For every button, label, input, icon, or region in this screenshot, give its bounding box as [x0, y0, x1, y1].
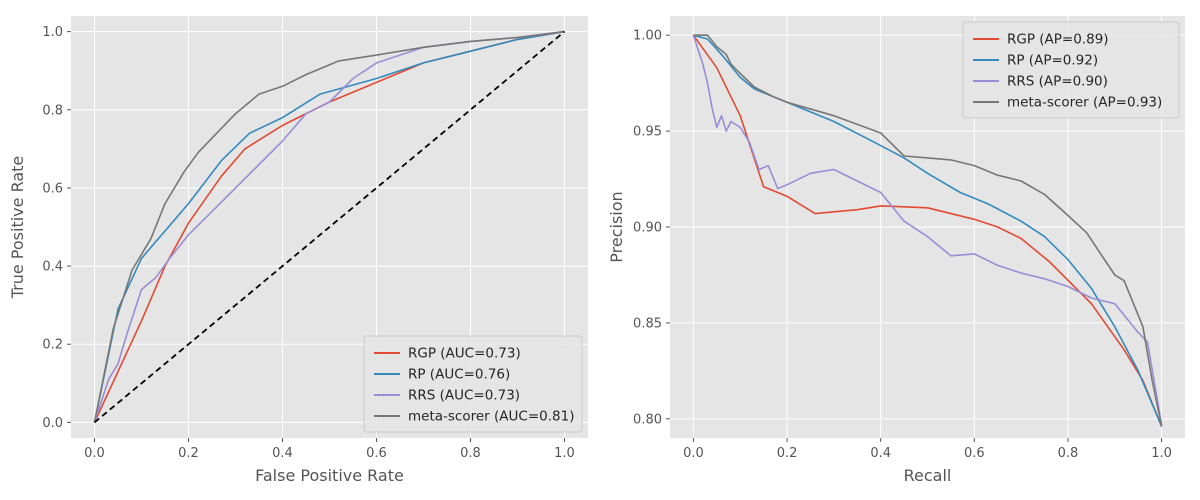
chart0-x-tick-label: 0.2: [178, 446, 199, 461]
chart1-y-tick-label: 1.00: [633, 29, 662, 44]
chart1-y-tick-label: 0.85: [633, 316, 662, 331]
chart0-y-tick-label: 1.0: [42, 25, 63, 40]
precision-recall-chart: 0.0 0.2 0.4 0.6 0.8 1.0 0.80 0.85 0.90 0.95 1.00 Re…: [607, 16, 1185, 485]
chart1-series-1-line: [693, 34, 1163, 427]
chart0-y-tick-label: 0.4: [42, 260, 63, 275]
chart0-legend: RGP (AUC=0.73) RP (AUC=0.76) RRS (AUC=0.73…: [363, 335, 583, 433]
chart1-x-tick-label: 0.6: [964, 446, 985, 461]
chart1-series-2-line: [692, 34, 1163, 425]
chart1-y-tick-label: 0.95: [633, 125, 662, 140]
chart0-y-axis-label: True Positive Rate: [8, 156, 27, 300]
chart0-series-1-line: [93, 30, 565, 423]
chart1-legend-label: RGP (AP=0.89): [1007, 32, 1109, 48]
chart0-y-tick-label: 0.6: [42, 181, 63, 196]
chart1-x-tick-label: 0.2: [777, 446, 798, 461]
chart1-legend-label: RP (AP=0.92): [1007, 53, 1098, 69]
chart0-y-tick-label: 0.8: [42, 103, 63, 118]
chart1-legend-box: [962, 21, 1180, 119]
chart0-legend-label: meta-scorer (AUC=0.81): [408, 409, 574, 425]
chart1-legend-label: RRS (AP=0.90): [1007, 74, 1108, 90]
chart0-legend-box: [363, 335, 583, 433]
chart1-series-3-line: [693, 34, 1163, 427]
chart1-y-tick-label: 0.80: [633, 412, 662, 427]
chart0-y-tick-label: 0.2: [42, 338, 63, 353]
chart1-x-tick-label: 1.0: [1151, 446, 1172, 461]
chart0-series-4-line: [93, 30, 566, 424]
chart0-y-tick-label: 0.0: [42, 416, 63, 431]
chart0-x-tick-label: 0.0: [84, 446, 105, 461]
chart1-series-0-line: [692, 34, 1163, 427]
chart0-x-tick-label: 1.0: [554, 446, 575, 461]
chart1-legend: RGP (AP=0.89) RP (AP=0.92) RRS (AP=0.90) me…: [962, 21, 1180, 119]
chart0-x-axis-label: False Positive Rate: [255, 466, 404, 485]
chart0-x-tick-label: 0.6: [366, 446, 387, 461]
chart0-series-3-line: [93, 30, 565, 423]
chart1-y-axis-label: Precision: [607, 191, 626, 262]
chart0-series-2-line: [93, 30, 565, 423]
chart1-x-tick-label: 0.4: [870, 446, 891, 461]
chart0-legend-label: RRS (AUC=0.73): [408, 388, 520, 404]
chart1-x-tick-label: 0.8: [1058, 446, 1079, 461]
chart0-x-tick-label: 0.4: [272, 446, 293, 461]
chart0-x-tick-label: 0.8: [460, 446, 481, 461]
chart1-x-tick-label: 0.0: [683, 446, 704, 461]
roc-chart: 0.0 0.2 0.4 0.6 0.8 1.0 0.0 0.2 0.4 0.6 0.8 1.0 Fals…: [8, 16, 588, 485]
chart0-legend-label: RGP (AUC=0.73): [408, 346, 521, 362]
chart0-legend-label: RP (AUC=0.76): [408, 367, 510, 383]
chart1-x-axis-label: Recall: [904, 466, 952, 485]
chart1-legend-label: meta-scorer (AP=0.93): [1007, 95, 1162, 111]
chart1-y-tick-label: 0.90: [633, 221, 662, 236]
